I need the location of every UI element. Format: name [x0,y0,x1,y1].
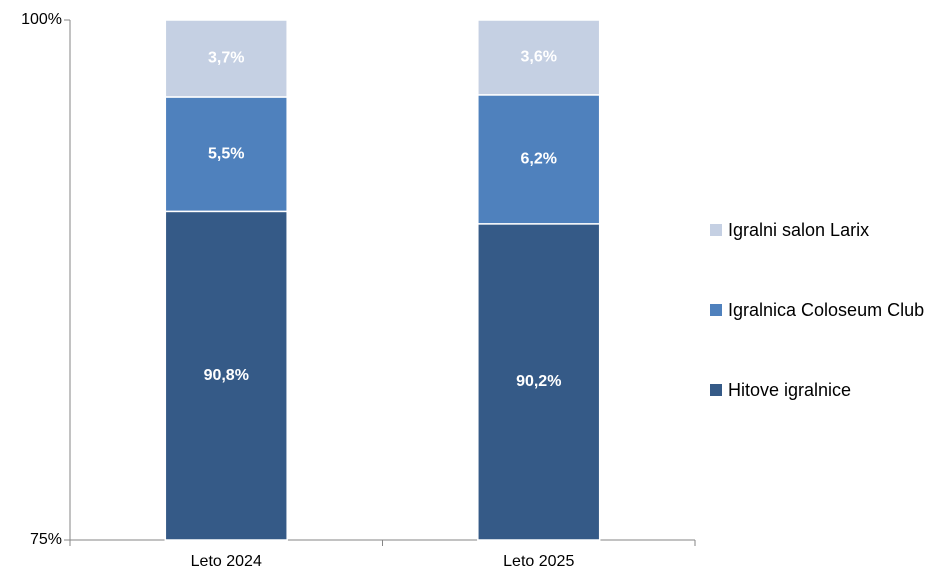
legend-label: Igralnica Coloseum Club [728,300,924,320]
x-tick-label: Leto 2025 [503,553,574,570]
value-label: 6,2% [521,151,557,168]
legend-swatch [710,384,722,396]
legend-label: Hitove igralnice [728,380,851,400]
value-label: 3,7% [208,50,244,67]
bar-segment [477,94,601,225]
value-label: 90,2% [516,373,561,390]
value-label: 3,6% [521,49,557,66]
legend-swatch [710,224,722,236]
bar-segment [477,19,601,96]
value-label: 5,5% [208,145,244,162]
legend-label: Igralni salon Larix [728,220,869,240]
bar-segment [164,96,288,213]
bar-segment [164,19,288,98]
x-tick-label: Leto 2024 [191,553,262,570]
value-label: 90,8% [204,367,249,384]
legend-swatch [710,304,722,316]
bar-segment [164,210,288,541]
y-tick-label: 100% [21,11,62,28]
bar-segment [477,223,601,541]
y-tick-label: 75% [30,531,62,548]
